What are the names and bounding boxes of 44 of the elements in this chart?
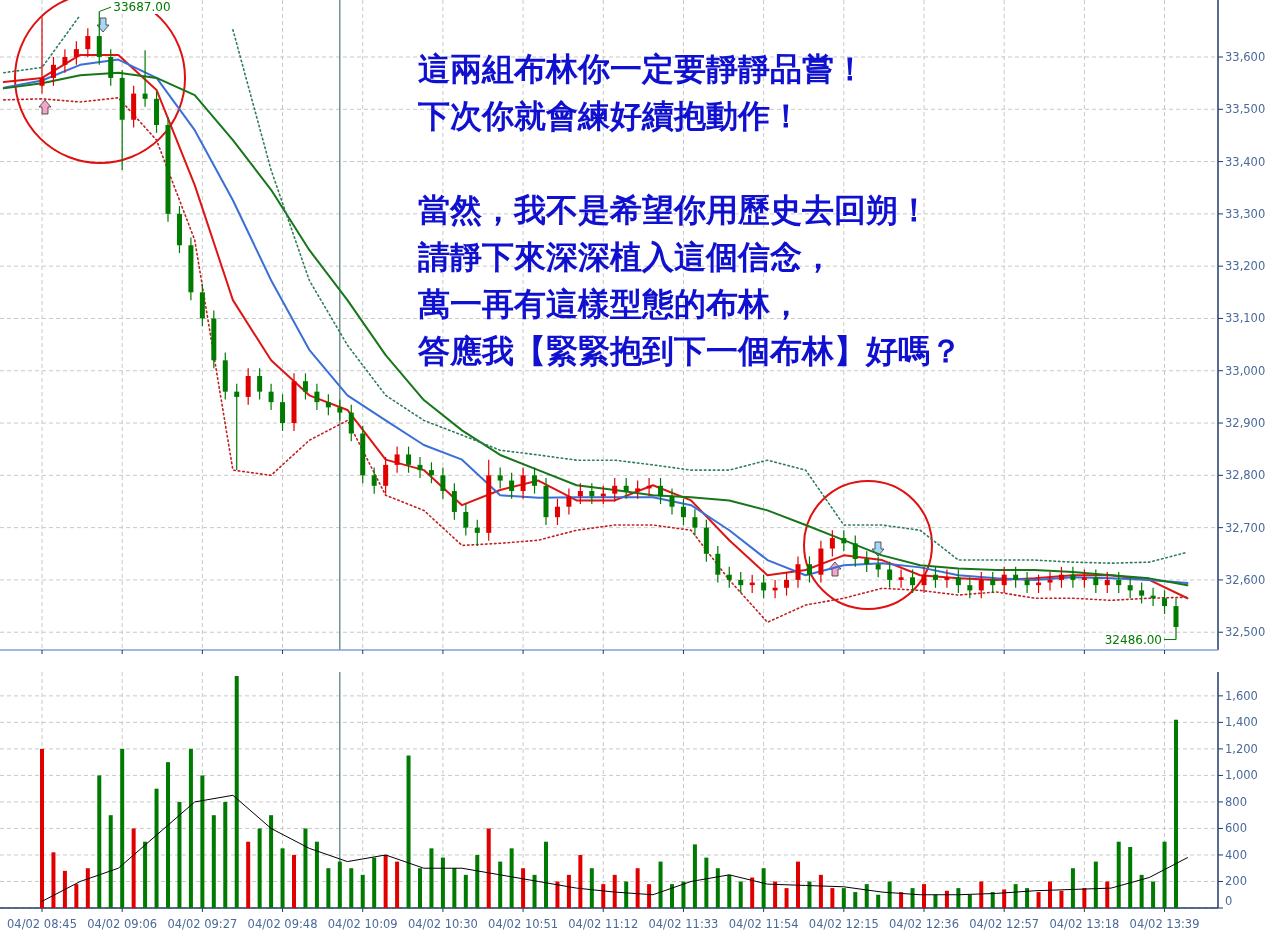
- y-tick-label: 1,200: [1225, 741, 1258, 756]
- annotation: 萬一再有這樣型態的布林，: [418, 285, 802, 323]
- y-tick-label: 33,000: [1225, 363, 1266, 378]
- x-tick-label: 04/02 13:39: [1129, 917, 1200, 931]
- x-tick-label: 04/02 13:18: [1049, 917, 1120, 931]
- x-tick-label: 04/02 10:51: [488, 917, 559, 931]
- y-tick-label: 32,900: [1225, 416, 1266, 431]
- x-tick-label: 04/02 08:45: [7, 917, 77, 931]
- annotation: 請靜下來深深植入這個信念，: [417, 238, 834, 276]
- y-tick-label: 1,000: [1225, 768, 1258, 783]
- y-tick-label: 32,500: [1225, 625, 1266, 640]
- y-tick-label: 400: [1225, 847, 1247, 862]
- y-tick-label: 0: [1225, 894, 1233, 908]
- y-tick-label: 800: [1225, 794, 1247, 809]
- y-tick-label: 600: [1225, 821, 1247, 836]
- x-tick-label: 04/02 10:09: [327, 917, 398, 931]
- x-tick-label: 04/02 09:06: [87, 917, 158, 931]
- annotation: 當然，我不是希望你用歷史去回朔！: [418, 191, 930, 229]
- y-tick-label: 33,400: [1225, 154, 1266, 169]
- x-tick-label: 04/02 09:27: [167, 917, 238, 931]
- y-tick-label: 33,100: [1225, 311, 1266, 326]
- y-tick-label: 32,700: [1225, 520, 1266, 535]
- y-tick-label: 33,200: [1225, 259, 1266, 274]
- x-tick-label: 04/02 11:54: [728, 917, 799, 931]
- x-tick-label: 04/02 12:15: [808, 917, 879, 931]
- x-tick-label: 04/02 11:12: [568, 917, 639, 931]
- y-tick-label: 33,600: [1225, 50, 1266, 64]
- annotation: 下次你就會練好續抱動作！: [417, 97, 802, 135]
- y-tick-label: 1,600: [1225, 688, 1258, 703]
- annotation: 這兩組布林你一定要靜靜品嘗！: [418, 50, 866, 88]
- y-tick-label: 33,500: [1225, 102, 1266, 117]
- x-tick-label: 04/02 11:33: [648, 917, 719, 931]
- y-tick-label: 33,300: [1225, 206, 1266, 221]
- x-tick-label: 04/02 09:48: [247, 917, 318, 931]
- y-tick-label: 32,800: [1225, 468, 1266, 483]
- annotation: 32486.00: [1104, 632, 1162, 647]
- y-tick-label: 32,600: [1225, 572, 1266, 587]
- annotation: 答應我【緊緊抱到下一個布林】好嗎？: [417, 332, 962, 370]
- x-tick-label: 04/02 12:57: [969, 917, 1040, 931]
- y-tick-label: 1,400: [1225, 715, 1258, 730]
- y-tick-label: 200: [1225, 874, 1247, 889]
- x-tick-label: 04/02 10:30: [407, 917, 478, 931]
- x-tick-label: 04/02 12:36: [889, 917, 959, 931]
- annotation: 33687.00: [113, 0, 171, 14]
